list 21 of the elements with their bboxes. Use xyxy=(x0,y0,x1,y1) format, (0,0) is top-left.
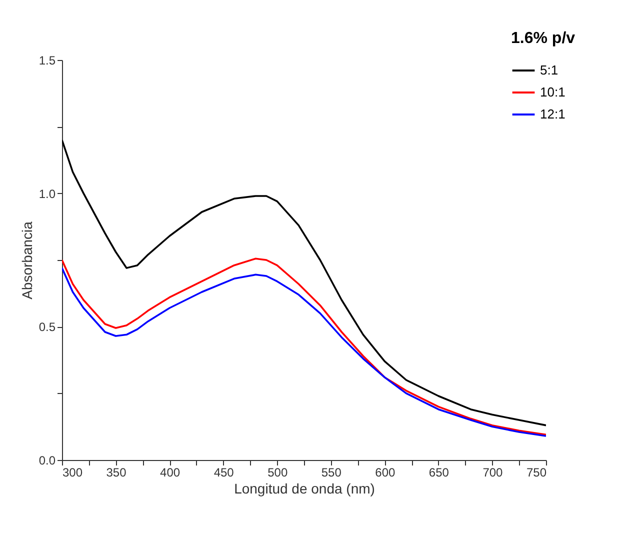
y-tick-label: 0.5 xyxy=(38,320,56,334)
x-tick-label: 500 xyxy=(268,466,288,480)
x-tick-label: 450 xyxy=(214,466,234,480)
x-tick-label: 350 xyxy=(106,466,127,480)
x-tick-label: 300 xyxy=(62,466,83,480)
x-tick-label: 700 xyxy=(482,466,504,480)
y-tick-label: 0.0 xyxy=(38,454,56,468)
legend-label: 5:1 xyxy=(540,62,558,78)
x-tick-label: 400 xyxy=(160,466,180,480)
legend-label: 10:1 xyxy=(540,84,566,100)
y-axis-title: Absorbancia xyxy=(18,221,35,300)
y-tick-label: 1.5 xyxy=(38,54,56,68)
x-axis-title: Longitud de onda (nm) xyxy=(234,480,375,496)
x-tick-label: 550 xyxy=(321,466,342,480)
legend-label: 12:1 xyxy=(540,106,566,122)
x-tick-label: 750 xyxy=(526,466,547,480)
x-tick-label: 600 xyxy=(375,466,396,480)
y-tick-label: 1.0 xyxy=(38,186,56,201)
line-series xyxy=(62,139,546,426)
x-tick-label: 650 xyxy=(428,466,450,480)
legend-title: 1.6% p/v xyxy=(511,30,576,47)
